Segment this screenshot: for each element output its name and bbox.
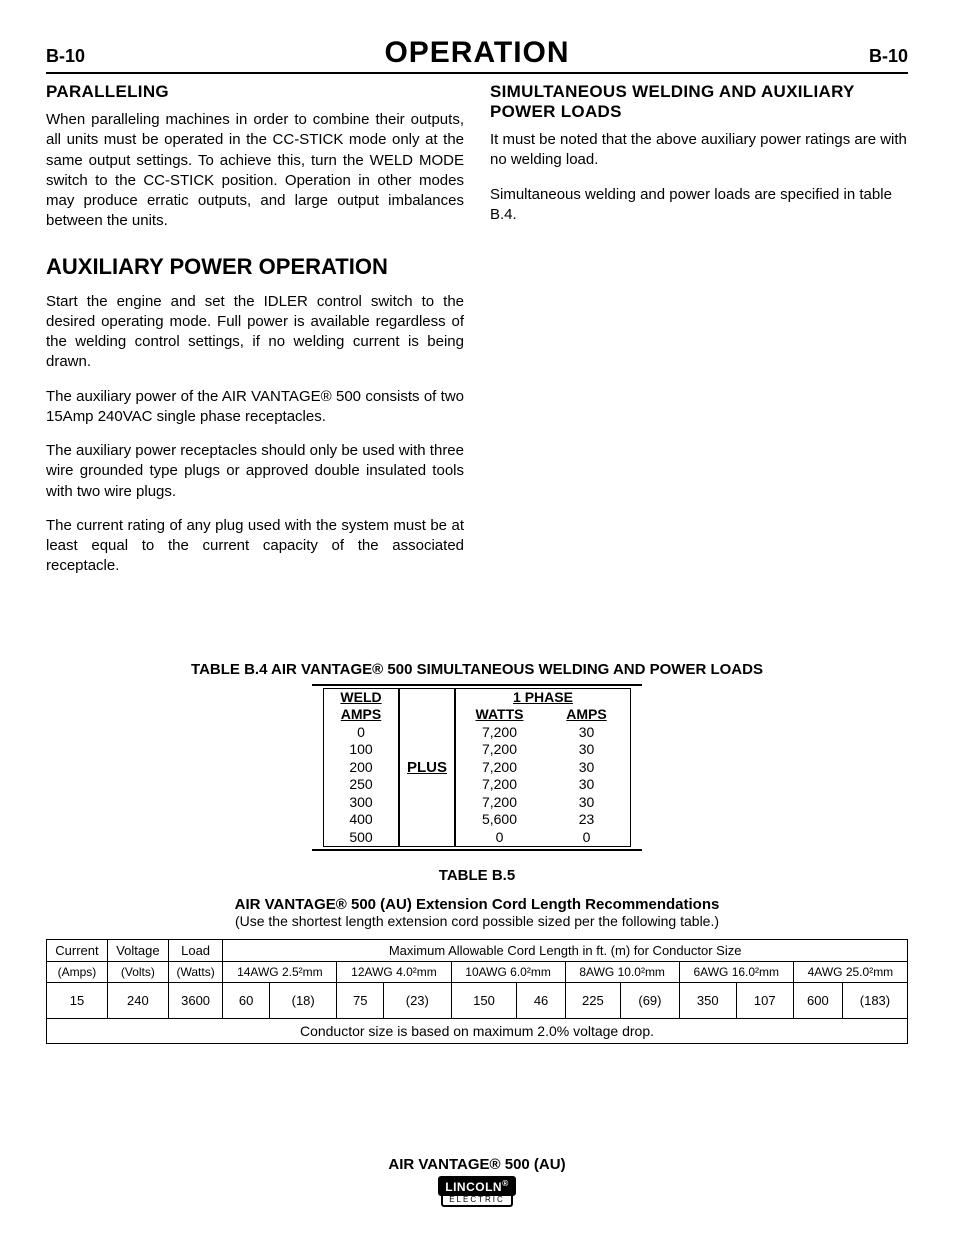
b5-u-volts: (Volts) [107, 962, 168, 983]
b5-row-val: (23) [384, 983, 451, 1019]
b4-weld-row: 400 [324, 811, 398, 829]
b4-phase-col: 1 PHASE WATTS AMPS 7,20030 7,20030 7,200… [455, 688, 631, 848]
b4-amps-row: 30 [543, 776, 630, 794]
b5-row-val: 107 [736, 983, 793, 1019]
b5-size: 10AWG 6.0²mm [451, 962, 565, 983]
b5-row-val: (69) [621, 983, 680, 1019]
b4-watts-row: 7,200 [456, 794, 543, 812]
b5-u-watts: (Watts) [168, 962, 222, 983]
aux-power-heading: AUXILIARY POWER OPERATION [46, 254, 464, 280]
footer-model: AIR VANTAGE® 500 (AU) [0, 1156, 954, 1173]
simultaneous-p1: It must be noted that the above auxiliar… [490, 130, 908, 171]
b5-row-val: 150 [451, 983, 517, 1019]
b4-watts-row: 7,200 [456, 724, 543, 742]
header-left-page: B-10 [46, 46, 126, 67]
left-column: PARALLELING When paralleling machines in… [46, 78, 464, 591]
aux-power-p1: Start the engine and set the IDLER contr… [46, 292, 464, 373]
header-title: OPERATION [126, 36, 828, 70]
simultaneous-p2: Simultaneous welding and power loads are… [490, 185, 908, 226]
b4-amps-row: 30 [543, 724, 630, 742]
b4-weld-label: WELD [324, 689, 398, 707]
table-b4-caption: TABLE B.4 AIR VANTAGE® 500 SIMULTANEOUS … [46, 661, 908, 678]
lincoln-logo: LINCOLN® ELECTRIC [438, 1176, 516, 1207]
b5-row-watts: 3600 [168, 983, 222, 1019]
b4-phase-label: 1 PHASE [456, 689, 630, 707]
b4-weld-col: WELD AMPS 0 100 200 250 300 400 500 [323, 688, 399, 848]
b4-watts-label: WATTS [456, 706, 543, 724]
b5-h-current: Current [47, 940, 108, 962]
simultaneous-heading: SIMULTANEOUS WELDING AND AUXILIARY POWER… [490, 82, 908, 122]
b5-size: 6AWG 16.0²mm [679, 962, 793, 983]
b5-h-span: Maximum Allowable Cord Length in ft. (m)… [223, 940, 908, 962]
b5-size: 14AWG 2.5²mm [223, 962, 337, 983]
b4-weld-row: 100 [324, 741, 398, 759]
header-right-page: B-10 [828, 46, 908, 67]
b4-plus-label: PLUS [407, 759, 447, 776]
b4-amps2-label: AMPS [543, 706, 630, 724]
b4-weld-row: 500 [324, 829, 398, 847]
b5-row-amps: 15 [47, 983, 108, 1019]
b5-row-val: 60 [223, 983, 270, 1019]
table-b5-subtitle: AIR VANTAGE® 500 (AU) Extension Cord Len… [46, 896, 908, 913]
b4-watts-row: 0 [456, 829, 543, 847]
b5-row-val: 600 [793, 983, 842, 1019]
b4-plus-col: PLUS [399, 688, 455, 848]
b5-size: 8AWG 10.0²mm [565, 962, 679, 983]
page-footer: AIR VANTAGE® 500 (AU) LINCOLN® ELECTRIC [0, 1156, 954, 1207]
b4-amps-row: 23 [543, 811, 630, 829]
b4-weld-row: 0 [324, 724, 398, 742]
b4-watts-row: 7,200 [456, 759, 543, 777]
b5-row-volts: 240 [107, 983, 168, 1019]
b4-weld-row: 250 [324, 776, 398, 794]
b5-row-val: 350 [679, 983, 736, 1019]
paralleling-text: When paralleling machines in order to co… [46, 110, 464, 232]
b5-row-val: (183) [842, 983, 907, 1019]
right-column: SIMULTANEOUS WELDING AND AUXILIARY POWER… [490, 78, 908, 591]
b4-watts-row: 5,600 [456, 811, 543, 829]
b5-size: 12AWG 4.0²mm [337, 962, 451, 983]
b4-weld-row: 300 [324, 794, 398, 812]
b4-amps-label: AMPS [324, 706, 398, 724]
table-b5-note: (Use the shortest length extension cord … [46, 913, 908, 929]
b4-amps-row: 30 [543, 759, 630, 777]
b4-weld-row: 200 [324, 759, 398, 777]
b5-row-val: 46 [517, 983, 565, 1019]
b4-amps-row: 30 [543, 741, 630, 759]
b5-row-val: 75 [337, 983, 384, 1019]
table-b4: WELD AMPS 0 100 200 250 300 400 500 PLUS… [312, 684, 642, 852]
b5-u-amps: (Amps) [47, 962, 108, 983]
logo-brand: LINCOLN® [438, 1176, 516, 1196]
paralleling-heading: PARALLELING [46, 82, 464, 102]
b5-h-load: Load [168, 940, 222, 962]
aux-power-p3: The auxiliary power receptacles should o… [46, 441, 464, 502]
b5-row-val: 225 [565, 983, 621, 1019]
b4-watts-row: 7,200 [456, 776, 543, 794]
aux-power-p4: The current rating of any plug used with… [46, 516, 464, 577]
b5-size: 4AWG 25.0²mm [793, 962, 907, 983]
page-header: B-10 OPERATION B-10 [46, 36, 908, 74]
b4-amps-row: 0 [543, 829, 630, 847]
logo-sub: ELECTRIC [441, 1196, 513, 1207]
table-b5: Current Voltage Load Maximum Allowable C… [46, 939, 908, 1019]
aux-power-p2: The auxiliary power of the AIR VANTAGE® … [46, 387, 464, 428]
b4-amps-row: 30 [543, 794, 630, 812]
b4-watts-row: 7,200 [456, 741, 543, 759]
b5-row-val: (18) [269, 983, 336, 1019]
table-b5-footnote: Conductor size is based on maximum 2.0% … [46, 1019, 908, 1044]
table-b5-title: TABLE B.5 [46, 867, 908, 884]
b5-h-voltage: Voltage [107, 940, 168, 962]
